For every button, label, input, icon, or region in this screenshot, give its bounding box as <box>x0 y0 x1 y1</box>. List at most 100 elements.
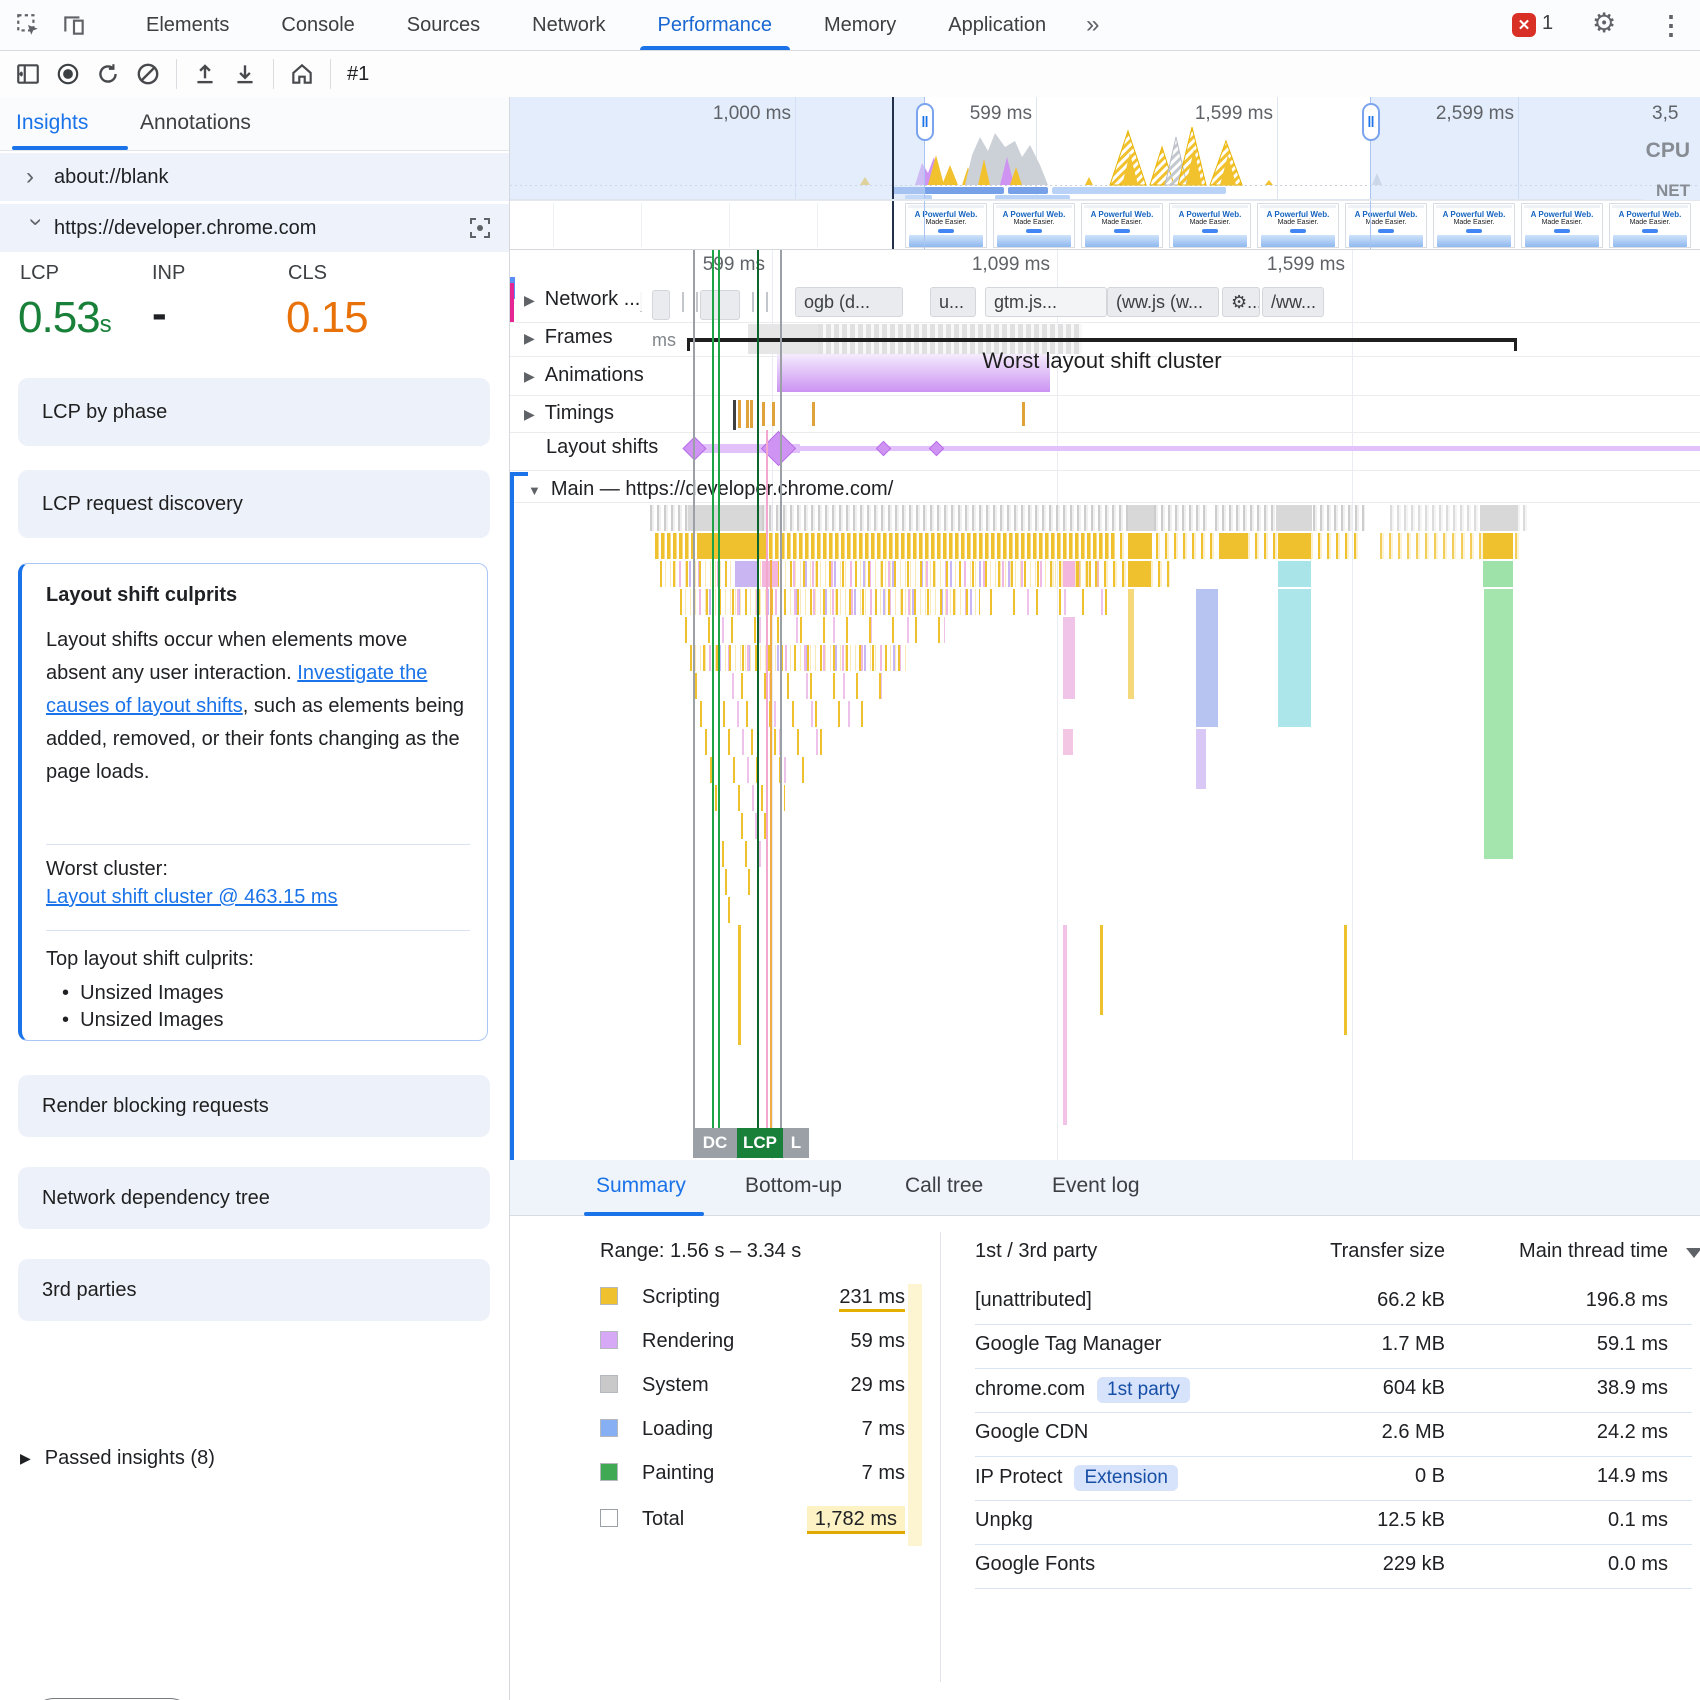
tab-summary[interactable]: Summary <box>596 1174 686 1197</box>
overview-ruler-label: 3,5 <box>1652 103 1679 124</box>
dcl-marker-chip[interactable]: DC <box>693 1128 737 1158</box>
frame-item-about-blank[interactable]: › about://blank <box>0 153 509 204</box>
kebab-menu-icon[interactable]: ⋮ <box>1658 10 1684 40</box>
download-profile-icon[interactable] <box>225 55 265 93</box>
table-row[interactable]: Google CDN 2.6 MB 24.2 ms <box>975 1412 1692 1457</box>
legend-row-rendering: Rendering 59 ms <box>600 1328 922 1358</box>
network-request[interactable]: gtm.js... <box>985 287 1107 317</box>
layout-shift-diamond[interactable] <box>875 440 892 457</box>
insight-card-lcp-request-discovery[interactable]: LCP request discovery <box>18 470 490 538</box>
inspect-element-icon[interactable] <box>10 7 46 43</box>
network-request[interactable]: /ww... <box>1262 287 1324 317</box>
col-header-transfer-size[interactable]: Transfer size <box>1330 1240 1445 1262</box>
insight-card-render-blocking[interactable]: Render blocking requests <box>18 1075 490 1137</box>
tab-event-log[interactable]: Event log <box>1052 1174 1140 1197</box>
screenshot-thumbnail[interactable]: A Powerful Web. Made Easier. <box>1345 203 1427 248</box>
network-request[interactable]: (ww.js (w... <box>1107 287 1219 317</box>
screenshot-thumbnail[interactable]: A Powerful Web. Made Easier. <box>1169 203 1251 248</box>
layout-shift-diamond[interactable] <box>928 440 945 457</box>
table-row[interactable]: Google Tag Manager 1.7 MB 59.1 ms <box>975 1324 1692 1369</box>
lcp-marker-chip[interactable]: LCP <box>737 1128 783 1158</box>
chevron-down-icon[interactable]: › <box>23 218 50 226</box>
toggle-sidebar-icon[interactable] <box>8 55 48 93</box>
worst-cluster-link[interactable]: Layout shift cluster @ 463.15 ms <box>46 886 338 908</box>
track-label-timings[interactable]: ▶ Timings <box>518 402 621 425</box>
screenshot-thumbnail[interactable]: A Powerful Web. Made Easier. <box>1081 203 1163 248</box>
col-header-main-thread-time[interactable]: Main thread time <box>1519 1240 1668 1262</box>
error-badge-icon[interactable]: ✕ <box>1512 13 1536 37</box>
tab-application[interactable]: Application <box>948 13 1047 36</box>
table-row[interactable]: Unpkg 12.5 kB 0.1 ms <box>975 1500 1692 1545</box>
screenshot-region-icon[interactable] <box>468 216 492 240</box>
record-button[interactable] <box>48 55 88 93</box>
screenshot-filmstrip[interactable]: A Powerful Web. Made Easier. A Powerful We… <box>510 200 1700 250</box>
layout-shift-line <box>700 446 1700 451</box>
tab-call-tree[interactable]: Call tree <box>905 1174 984 1197</box>
screenshot-thumbnail[interactable]: A Powerful Web. Made Easier. <box>1609 203 1691 248</box>
thumb-hero-image <box>909 235 983 247</box>
table-row[interactable]: Google Fonts 229 kB 0.0 ms <box>975 1544 1692 1589</box>
tab-insights[interactable]: Insights <box>16 111 89 134</box>
overview-window-right-handle[interactable]: ‖ <box>1362 103 1380 141</box>
table-row[interactable]: chrome.com 1st party 604 kB 38.9 ms <box>975 1368 1692 1413</box>
track-label-network[interactable]: ▶ Network ... <box>518 288 647 311</box>
insight-card-network-dependency-tree[interactable]: Network dependency tree <box>18 1167 490 1229</box>
screenshot-thumbnail[interactable]: A Powerful Web. Made Easier. <box>905 203 987 248</box>
tab-annotations[interactable]: Annotations <box>140 111 251 134</box>
overview-window-left-handle[interactable]: ‖ <box>916 103 934 141</box>
screenshot-thumbnail[interactable]: A Powerful Web. Made Easier. <box>1433 203 1515 248</box>
summary-highlight-band <box>908 1284 922 1546</box>
chevron-right-icon[interactable]: › <box>26 163 34 190</box>
more-tabs-icon[interactable]: » <box>1086 11 1100 38</box>
net-axis-label: NET <box>1656 181 1690 200</box>
track-label-frames[interactable]: ▶ Frames <box>518 326 619 349</box>
tab-bottom-up[interactable]: Bottom-up <box>745 1174 842 1197</box>
insight-card-lcp-by-phase[interactable]: LCP by phase <box>18 378 490 446</box>
settings-gear-icon[interactable]: ⚙ <box>1592 8 1617 38</box>
legend-row-total: Total 1,782 ms <box>600 1506 922 1536</box>
network-request[interactable]: ogb (d... <box>795 287 903 317</box>
dcl-marker-line <box>693 250 695 1128</box>
tab-elements[interactable]: Elements <box>146 13 230 36</box>
network-request[interactable]: u... <box>930 287 976 317</box>
col-header-party[interactable]: 1st / 3rd party <box>975 1240 1098 1262</box>
frame-url: about://blank <box>54 165 169 188</box>
upload-profile-icon[interactable] <box>185 55 225 93</box>
home-icon[interactable] <box>282 55 322 93</box>
timeline-tracks[interactable]: 599 ms 1,099 ms 1,599 ms ogb (d... u... … <box>510 250 1700 1160</box>
track-label-layout-shifts[interactable]: Layout shifts <box>540 436 665 459</box>
screenshot-thumbnail[interactable]: A Powerful Web. Made Easier. <box>993 203 1075 248</box>
worst-cluster-label: Worst cluster: <box>46 858 168 880</box>
history-select[interactable]: #1 <box>347 62 370 85</box>
insight-card-3rd-parties[interactable]: 3rd parties <box>18 1259 490 1321</box>
tab-network[interactable]: Network <box>532 13 606 36</box>
track-label-main[interactable]: ▼ Main — https://developer.chrome.com/ <box>528 478 894 500</box>
culprit-item: • Unsized Images <box>62 1009 224 1031</box>
screenshot-thumbnail[interactable]: A Powerful Web. Made Easier. <box>1257 203 1339 248</box>
overview-playhead[interactable] <box>892 97 894 250</box>
tab-console[interactable]: Console <box>281 13 355 36</box>
device-toolbar-icon[interactable] <box>56 7 92 43</box>
network-request[interactable]: ⚙... <box>1222 287 1260 317</box>
screenshot-thumbnail[interactable]: A Powerful Web. Made Easier. <box>1521 203 1603 248</box>
passed-insights-toggle[interactable]: ▶ Passed insights (8) <box>20 1447 215 1469</box>
animations-span[interactable] <box>777 354 1050 392</box>
network-track-sash <box>510 283 514 322</box>
reload-record-button[interactable] <box>88 55 128 93</box>
insight-card-layout-shift-culprits[interactable]: Layout shift culprits Layout shifts occu… <box>18 563 488 1041</box>
investigate-link[interactable]: Investigate the causes of layout shifts <box>46 662 428 717</box>
thumb-button <box>938 229 954 233</box>
clear-recording-icon[interactable] <box>128 55 168 93</box>
tab-sources[interactable]: Sources <box>406 13 481 36</box>
tab-performance[interactable]: Performance <box>632 0 799 50</box>
metric-lcp-value: 0.53s <box>18 293 112 342</box>
track-label-animations[interactable]: ▶ Animations <box>518 364 650 387</box>
thumb-caption: A Powerful Web. <box>1090 210 1154 219</box>
frame-item-developer-chrome[interactable]: › https://developer.chrome.com <box>0 204 509 255</box>
table-row[interactable]: [unattributed] 66.2 kB 196.8 ms <box>975 1280 1692 1325</box>
tab-memory[interactable]: Memory <box>824 13 897 36</box>
table-row[interactable]: IP Protect Extension 0 B 14.9 ms <box>975 1456 1692 1501</box>
load-marker-chip[interactable]: L <box>783 1128 809 1158</box>
thumb-hero-image <box>1173 235 1247 247</box>
thumb-caption: A Powerful Web. <box>1002 210 1066 219</box>
